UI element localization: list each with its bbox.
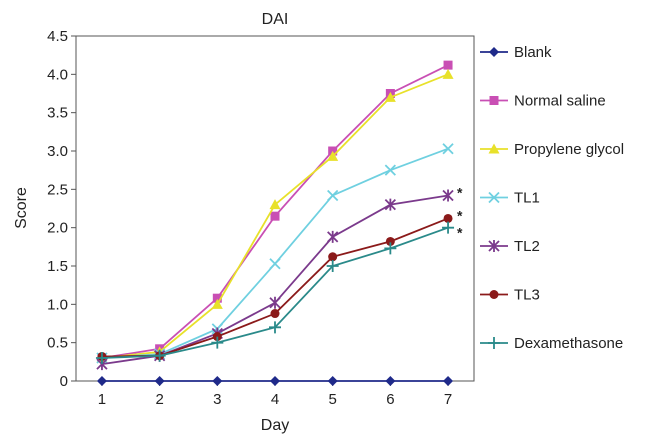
legend-marker bbox=[488, 191, 500, 204]
x-tick-label: 4 bbox=[271, 391, 279, 408]
y-tick-label: 2.5 bbox=[47, 181, 68, 198]
y-tick-label: 1.5 bbox=[47, 258, 68, 275]
data-point bbox=[328, 252, 338, 262]
data-point bbox=[442, 68, 454, 79]
data-point bbox=[269, 199, 281, 210]
legend-label: Propylene glycol bbox=[514, 141, 624, 158]
legend-item: Blank bbox=[480, 44, 552, 61]
series-line bbox=[101, 226, 449, 359]
significance-star: * bbox=[457, 207, 463, 223]
legend-marker bbox=[488, 240, 500, 252]
data-point bbox=[326, 260, 339, 272]
y-tick-label: 3.0 bbox=[47, 143, 68, 160]
data-point bbox=[270, 211, 280, 221]
data-point bbox=[442, 189, 454, 202]
data-point bbox=[270, 376, 280, 386]
legend-item: TL1 bbox=[480, 190, 540, 207]
y-tick-label: 0.5 bbox=[47, 335, 68, 352]
legend-label: TL1 bbox=[514, 190, 540, 207]
legend-marker bbox=[488, 337, 500, 349]
data-point bbox=[269, 296, 281, 309]
data-point bbox=[211, 298, 223, 309]
data-point bbox=[212, 376, 223, 386]
data-point bbox=[270, 309, 280, 319]
legend-item: TL3 bbox=[480, 287, 540, 304]
x-tick-label: 7 bbox=[444, 391, 452, 408]
series-dexamethasone bbox=[95, 221, 455, 364]
x-tick-label: 2 bbox=[155, 391, 163, 408]
data-point bbox=[212, 332, 222, 342]
x-tick-label: 5 bbox=[329, 391, 337, 408]
legend-marker bbox=[489, 96, 499, 105]
data-point bbox=[327, 230, 339, 243]
legend-label: Normal saline bbox=[514, 93, 606, 110]
legend-marker bbox=[489, 47, 499, 57]
x-axis-label: Day bbox=[261, 417, 289, 434]
y-tick-label: 0 bbox=[60, 373, 68, 390]
legend-item: Normal saline bbox=[480, 93, 606, 110]
y-axis: 0 0.5 1.0 1.5 2.0 2.5 3.0 3.5 4.0 4.5 bbox=[47, 28, 76, 390]
legend-item: Propylene glycol bbox=[480, 141, 624, 158]
x-tick-label: 3 bbox=[213, 391, 221, 408]
legend: Blank Normal saline Propylene glycol TL1 TL2… bbox=[480, 44, 624, 352]
legend-label: TL3 bbox=[514, 287, 540, 304]
y-tick-label: 3.5 bbox=[47, 105, 68, 122]
data-point bbox=[269, 321, 281, 334]
legend-label: Blank bbox=[514, 44, 552, 61]
y-tick-label: 4.0 bbox=[47, 66, 68, 83]
data-point bbox=[327, 150, 339, 161]
data-point bbox=[385, 376, 396, 386]
data-point bbox=[327, 189, 339, 202]
legend-item: TL2 bbox=[480, 238, 540, 255]
data-point bbox=[385, 236, 395, 246]
series-line bbox=[101, 194, 449, 366]
series-tl3 bbox=[97, 213, 453, 361]
y-tick-label: 2.0 bbox=[47, 220, 68, 237]
y-axis-label: Score bbox=[13, 187, 30, 229]
legend-item: Dexamethasone bbox=[480, 335, 623, 352]
data-point bbox=[95, 352, 108, 364]
data-point bbox=[442, 143, 454, 155]
data-point bbox=[443, 60, 453, 70]
data-point bbox=[212, 293, 222, 303]
annotation-layer: * * * bbox=[457, 184, 463, 240]
data-point bbox=[269, 258, 281, 270]
data-point bbox=[443, 213, 453, 223]
x-tick-label: 1 bbox=[98, 391, 106, 408]
y-tick-label: 4.5 bbox=[47, 28, 68, 45]
significance-star: * bbox=[457, 225, 463, 241]
data-point bbox=[384, 198, 396, 211]
series-blank bbox=[96, 376, 454, 386]
data-point bbox=[154, 376, 165, 386]
data-point bbox=[384, 242, 397, 255]
chart-title: DAI bbox=[262, 11, 289, 28]
legend-label: TL2 bbox=[514, 238, 540, 255]
data-point bbox=[384, 91, 396, 102]
data-point bbox=[384, 164, 396, 176]
data-point bbox=[442, 221, 455, 234]
legend-marker bbox=[489, 290, 499, 299]
data-point bbox=[96, 376, 107, 386]
data-point bbox=[153, 349, 166, 362]
x-tick-label: 6 bbox=[386, 391, 394, 408]
data-point bbox=[327, 376, 338, 386]
legend-marker bbox=[488, 143, 500, 154]
y-tick-label: 1.0 bbox=[47, 296, 68, 313]
significance-star: * bbox=[457, 184, 463, 200]
data-point bbox=[211, 336, 224, 349]
legend-label: Dexamethasone bbox=[514, 335, 623, 352]
data-point bbox=[443, 376, 454, 386]
series-line bbox=[101, 217, 449, 358]
series-layer bbox=[95, 60, 455, 386]
